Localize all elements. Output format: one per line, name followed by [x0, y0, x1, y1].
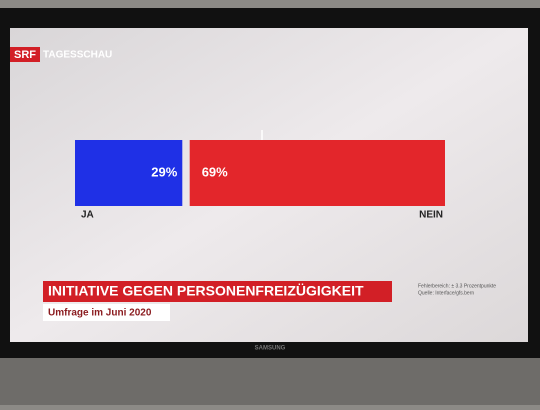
value-label: 29% [151, 164, 177, 179]
subtitle: Umfrage im Juni 2020 [48, 308, 152, 319]
bar [189, 140, 445, 206]
tv-brand: SAMSUNG [255, 346, 286, 352]
logo: SRF [14, 49, 36, 61]
note: Quelle: Interface/gfs.bern [418, 290, 474, 296]
title-box [43, 281, 392, 302]
table [0, 355, 540, 405]
category-label: NEIN [419, 210, 443, 221]
bar [75, 140, 183, 206]
logo-box [10, 47, 40, 62]
category-label: JA [81, 210, 94, 221]
subtitle-box [43, 304, 170, 321]
channel: TAGESSCHAU [43, 50, 112, 61]
title: INITIATIVE GEGEN PERSONENFREIZÜGIGKEIT [48, 283, 364, 299]
value-label: 69% [202, 164, 228, 179]
note: Fehlerbereich: ± 3.3 Prozentpunkte [418, 283, 496, 289]
